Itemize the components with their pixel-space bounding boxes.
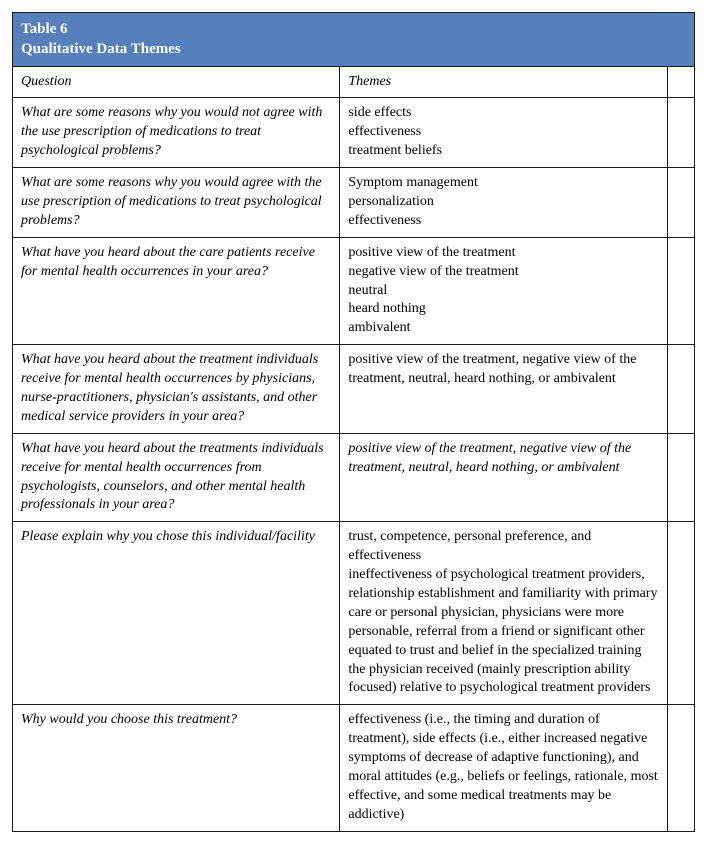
- table-title-line2: Qualitative Data Themes: [21, 39, 686, 59]
- table-row: What have you heard about the treatments…: [13, 433, 695, 522]
- spacer-cell: [667, 522, 694, 705]
- themes-cell: positive view of the treatmentnegative v…: [340, 237, 667, 344]
- table-row: What have you heard about the treatment …: [13, 345, 695, 434]
- question-cell: What are some reasons why you would not …: [13, 98, 340, 168]
- question-cell: Why would you choose this treatment?: [13, 705, 340, 831]
- table-title-cell: Table 6 Qualitative Data Themes: [13, 13, 695, 67]
- spacer-cell: [667, 237, 694, 344]
- table-header-row: Question Themes: [13, 66, 695, 98]
- question-cell: Please explain why you chose this indivi…: [13, 522, 340, 705]
- col-header-question: Question: [13, 66, 340, 98]
- spacer-cell: [667, 345, 694, 434]
- table-row: Please explain why you chose this indivi…: [13, 522, 695, 705]
- question-cell: What have you heard about the care patie…: [13, 237, 340, 344]
- question-cell: What have you heard about the treatment …: [13, 345, 340, 434]
- themes-cell: trust, competence, personal preference, …: [340, 522, 667, 705]
- spacer-cell: [667, 433, 694, 522]
- themes-cell: positive view of the treatment, negative…: [340, 345, 667, 434]
- themes-cell: positive view of the treatment, negative…: [340, 433, 667, 522]
- question-cell: What have you heard about the treatments…: [13, 433, 340, 522]
- themes-cell: side effectseffectivenesstreatment belie…: [340, 98, 667, 168]
- table-row: Why would you choose this treatment?effe…: [13, 705, 695, 831]
- spacer-cell: [667, 705, 694, 831]
- spacer-cell: [667, 168, 694, 238]
- spacer-cell: [667, 98, 694, 168]
- table-row: What have you heard about the care patie…: [13, 237, 695, 344]
- col-header-themes: Themes: [340, 66, 667, 98]
- themes-cell: effectiveness (i.e., the timing and dura…: [340, 705, 667, 831]
- qualitative-themes-table: Table 6 Qualitative Data Themes Question…: [12, 12, 695, 832]
- table-title-line1: Table 6: [21, 19, 686, 39]
- table-row: What are some reasons why you would not …: [13, 98, 695, 168]
- question-cell: What are some reasons why you would agre…: [13, 168, 340, 238]
- themes-cell: Symptom managementpersonalizationeffecti…: [340, 168, 667, 238]
- table-row: What are some reasons why you would agre…: [13, 168, 695, 238]
- col-header-spacer: [667, 66, 694, 98]
